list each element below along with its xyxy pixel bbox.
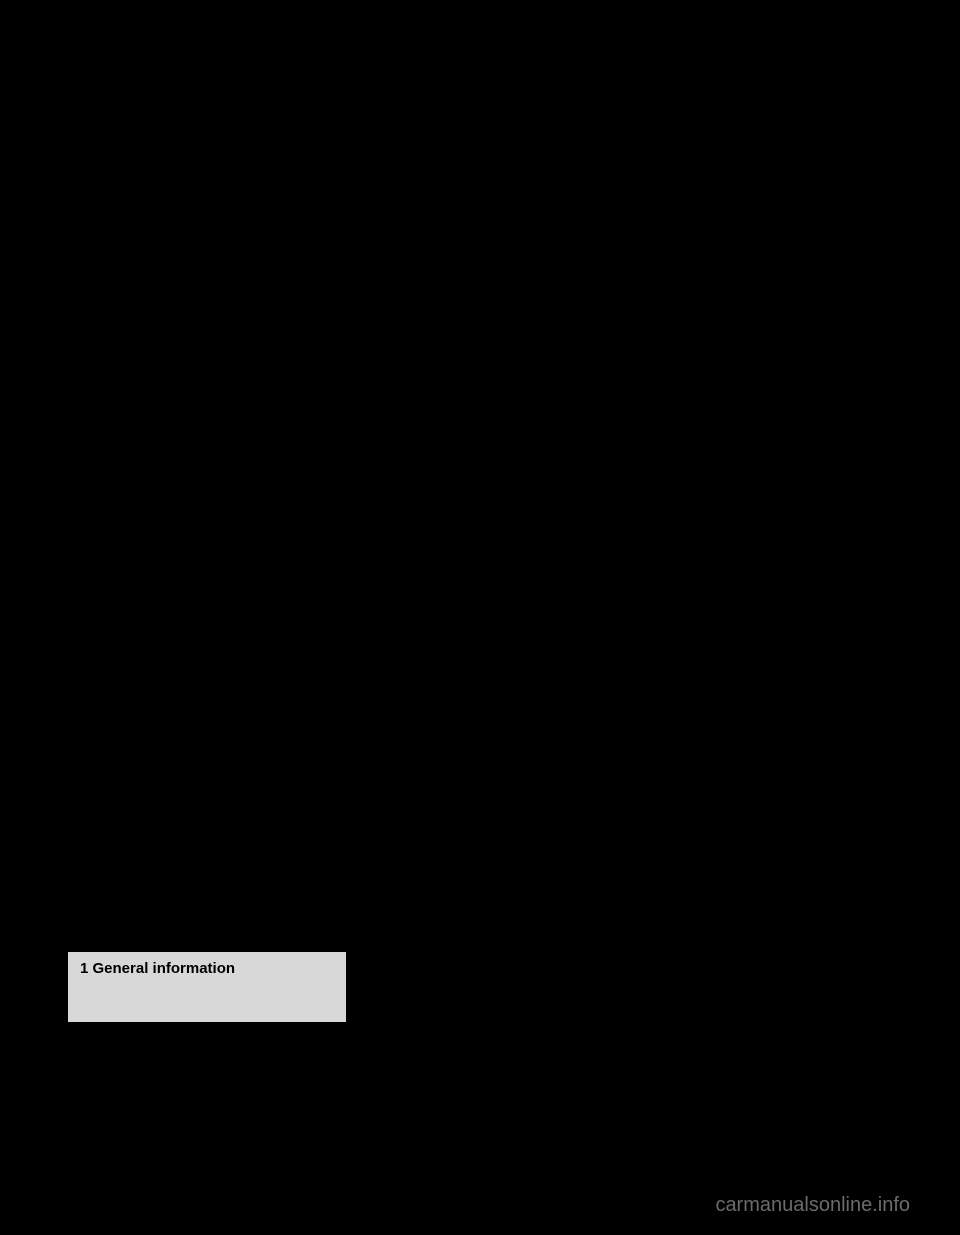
section-header-text: 1 General information bbox=[80, 960, 235, 977]
section-header-box: 1 General information bbox=[68, 952, 346, 1022]
watermark-text: carmanualsonline.info bbox=[715, 1194, 910, 1217]
